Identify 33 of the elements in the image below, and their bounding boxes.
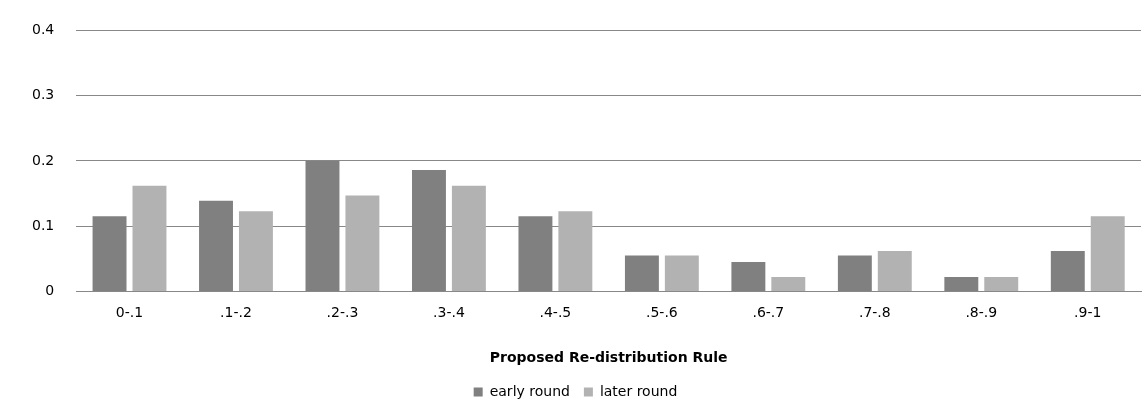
bar <box>837 255 872 291</box>
legend-label: early round <box>489 382 570 399</box>
x-tick-label: .4-.5 <box>539 304 572 321</box>
bar <box>877 250 912 291</box>
x-axis-title: Proposed Re-distribution Rule <box>489 349 728 366</box>
x-tick-label: 0-.1 <box>115 304 144 321</box>
y-tick-label: 0 <box>45 282 55 299</box>
bar <box>771 277 806 291</box>
x-tick-label: .8-.9 <box>965 304 998 321</box>
bar <box>238 211 273 291</box>
x-tick-label: .9-1 <box>1074 304 1102 321</box>
bar <box>664 255 699 291</box>
x-tick-label: .3-.4 <box>433 304 465 321</box>
y-tick-label: 0.2 <box>32 151 55 168</box>
x-tick-label: .1-.2 <box>220 304 252 321</box>
y-tick-label: 0.3 <box>32 86 55 103</box>
bar <box>944 277 979 291</box>
bar <box>132 185 167 291</box>
x-tick-label: .7-.8 <box>858 304 891 321</box>
bar <box>451 185 486 291</box>
bar <box>984 277 1019 291</box>
bar <box>1050 250 1085 291</box>
bar <box>558 211 593 291</box>
x-tick-label: .2-.3 <box>326 304 359 321</box>
x-tick-label: .6-.7 <box>752 304 785 321</box>
bar <box>345 195 380 291</box>
bar <box>624 255 659 291</box>
bar <box>731 262 766 291</box>
bar <box>1090 216 1125 291</box>
legend-label: later round <box>599 382 678 399</box>
x-tick-label: .5-.6 <box>645 304 678 321</box>
y-tick-label: 0.4 <box>32 21 55 38</box>
y-tick-label: 0.1 <box>32 216 55 233</box>
